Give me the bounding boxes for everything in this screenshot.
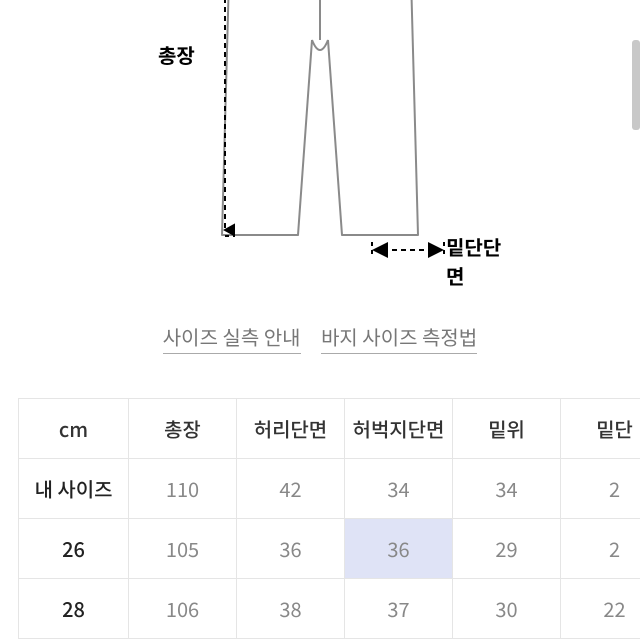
total-length-arrow (215, 0, 235, 250)
cell: 29 (453, 519, 561, 579)
row-label: 26 (19, 519, 129, 579)
size-table: cm 총장 허리단면 허벅지단면 밑위 밑단 내 사이즈 110 42 34 3… (18, 398, 640, 639)
col-header: 밑단 (561, 399, 640, 459)
cell: 2 (561, 519, 640, 579)
label-total-length: 총장 (158, 40, 195, 69)
cell: 37 (345, 579, 453, 639)
cell: 105 (129, 519, 237, 579)
scrollbar-thumb[interactable] (632, 40, 640, 130)
label-hem-width: 밑단단면 (446, 232, 510, 290)
cell: 36 (237, 519, 345, 579)
col-header: 허벅지단면 (345, 399, 453, 459)
link-pants-measure[interactable]: 바지 사이즈 측정법 (321, 322, 477, 354)
table-row: 28 106 38 37 30 22 (19, 579, 640, 639)
cell: 34 (453, 459, 561, 519)
row-label: 28 (19, 579, 129, 639)
cell: 34 (345, 459, 453, 519)
table-row: 26 105 36 36 29 2 (19, 519, 640, 579)
cell-highlighted: 36 (345, 519, 453, 579)
cell: 110 (129, 459, 237, 519)
link-size-guide[interactable]: 사이즈 실측 안내 (163, 322, 301, 354)
unit-header: cm (19, 399, 129, 459)
cell: 2 (561, 459, 640, 519)
cell: 22 (561, 579, 640, 639)
cell: 30 (453, 579, 561, 639)
row-label: 내 사이즈 (19, 459, 129, 519)
pants-size-diagram: 총장 밑단단면 (110, 0, 510, 290)
table-header-row: cm 총장 허리단면 허벅지단면 밑위 밑단 (19, 399, 640, 459)
cell: 106 (129, 579, 237, 639)
size-help-links: 사이즈 실측 안내 바지 사이즈 측정법 (0, 322, 640, 351)
table-row: 내 사이즈 110 42 34 34 2 (19, 459, 640, 519)
cell: 42 (237, 459, 345, 519)
hem-width-arrow (366, 240, 456, 264)
col-header: 허리단면 (237, 399, 345, 459)
pants-outline (200, 0, 440, 270)
cell: 38 (237, 579, 345, 639)
col-header: 총장 (129, 399, 237, 459)
col-header: 밑위 (453, 399, 561, 459)
